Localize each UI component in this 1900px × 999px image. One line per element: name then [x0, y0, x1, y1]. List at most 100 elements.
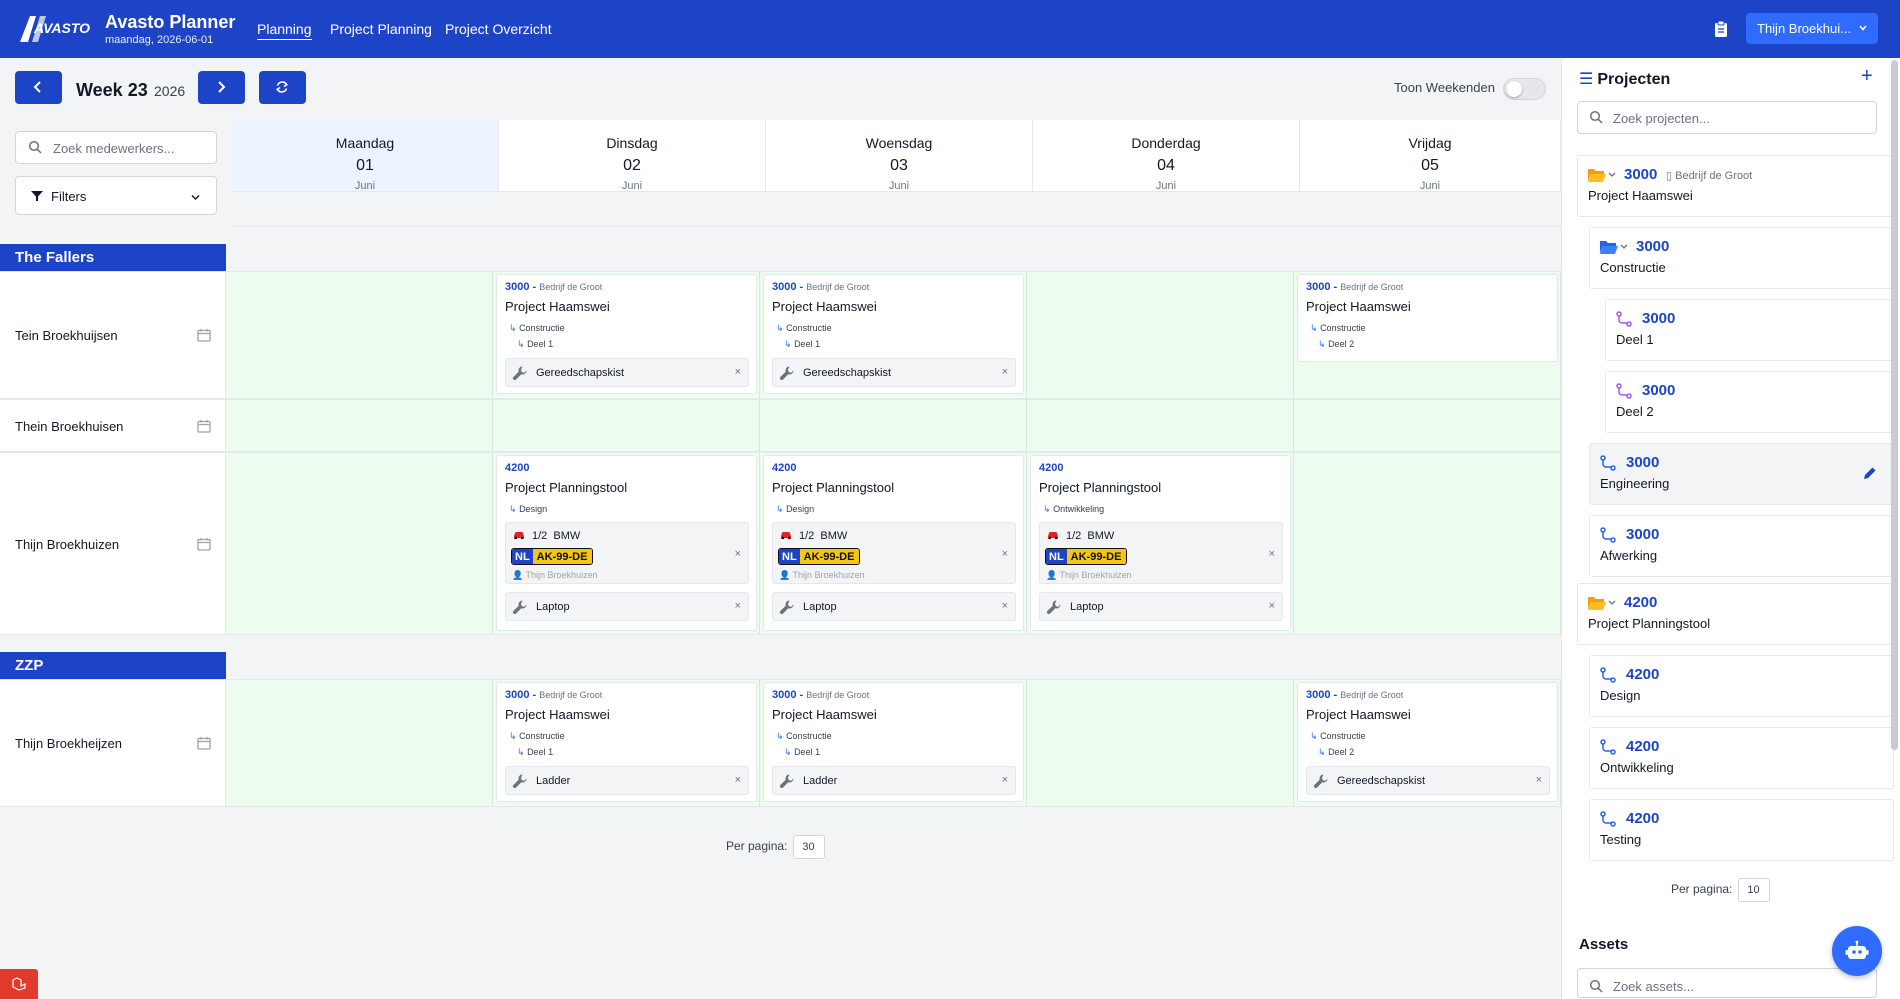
debug-toolbar-toggle[interactable]: [0, 969, 38, 999]
assignment-card[interactable]: 3000 - Bedrijf de Groot Project Haamswei…: [763, 682, 1024, 802]
day-cell[interactable]: 3000 - Bedrijf de Groot Project Haamswei…: [493, 680, 760, 806]
assignment-card[interactable]: 3000 - Bedrijf de Groot Project Haamswei…: [763, 274, 1024, 394]
tool-chip[interactable]: Gereedschapskist ×: [1306, 766, 1550, 795]
vehicle-chip[interactable]: 1/2 BMW NL AK-99-DE 👤 Thijn Broekhuizen ×: [772, 522, 1016, 584]
calendar-icon[interactable]: [197, 736, 211, 750]
remove-icon[interactable]: ×: [734, 366, 741, 378]
calendar-icon[interactable]: [197, 328, 211, 342]
remove-icon[interactable]: ×: [734, 600, 741, 612]
prev-week-button[interactable]: [15, 71, 62, 104]
day-cell[interactable]: 3000 - Bedrijf de Groot Project Haamswei…: [760, 680, 1027, 806]
phase-label: ↳ Constructie: [776, 323, 832, 333]
assignment-card[interactable]: 4200 Project Planningstool ↳ Ontwikkelin…: [1030, 455, 1291, 631]
day-cell[interactable]: [226, 272, 493, 398]
remove-icon[interactable]: ×: [1001, 366, 1008, 378]
assignment-card[interactable]: 3000 - Bedrijf de Groot Project Haamswei…: [496, 682, 757, 802]
remove-icon[interactable]: ×: [1268, 548, 1275, 560]
day-cell[interactable]: 3000 - Bedrijf de Groot Project Haamswei…: [1294, 272, 1561, 398]
day-cell[interactable]: [1294, 453, 1561, 634]
day-cell[interactable]: [226, 400, 493, 451]
day-cell[interactable]: [760, 400, 1027, 451]
remove-icon[interactable]: ×: [734, 548, 741, 560]
calendar-icon[interactable]: [197, 419, 211, 433]
day-cell[interactable]: 3000 - Bedrijf de Groot Project Haamswei…: [493, 272, 760, 398]
project-name: Project Haamswei: [505, 707, 610, 722]
vehicle-chip[interactable]: 1/2 BMW NL AK-99-DE 👤 Thijn Broekhuizen ×: [1039, 522, 1283, 584]
subphase-item[interactable]: 3000 Deel 2: [1605, 371, 1894, 433]
tool-chip[interactable]: Ladder ×: [772, 766, 1016, 795]
phase-item[interactable]: 3000 Afwerking: [1589, 515, 1894, 577]
remove-icon[interactable]: ×: [1268, 600, 1275, 612]
remove-icon[interactable]: ×: [1535, 774, 1542, 786]
phase-item[interactable]: 4200 Ontwikkeling: [1589, 727, 1894, 789]
tool-chip[interactable]: Gereedschapskist ×: [772, 358, 1016, 387]
per-page-select[interactable]: 10: [1738, 878, 1771, 902]
assets-title: Assets: [1579, 936, 1629, 953]
day-cell[interactable]: 4200 Project Planningstool ↳ Ontwikkelin…: [1027, 453, 1294, 634]
remove-icon[interactable]: ×: [1001, 600, 1008, 612]
nav-planning[interactable]: Planning: [257, 21, 312, 40]
filters-dropdown[interactable]: Filters: [15, 176, 217, 215]
day-cell[interactable]: [1027, 400, 1294, 451]
nav-project-planning[interactable]: Project Planning: [330, 21, 432, 37]
nav-project-overzicht[interactable]: Project Overzicht: [445, 21, 552, 37]
sidebar-scrollbar[interactable]: [1891, 60, 1898, 750]
day-name: Donderdag: [1131, 135, 1201, 151]
wrench-icon: [779, 366, 794, 381]
laravel-icon: [12, 977, 26, 991]
assignment-card[interactable]: 3000 - Bedrijf de Groot Project Haamswei…: [1297, 274, 1558, 362]
toggle-knob: [1506, 81, 1522, 97]
add-project-icon[interactable]: +: [1861, 65, 1873, 87]
remove-icon[interactable]: ×: [1001, 548, 1008, 560]
day-cell[interactable]: 4200 Project Planningstool ↳ Design 1/2 …: [760, 453, 1027, 634]
user-menu-button[interactable]: Thijn Broekhui...: [1746, 13, 1878, 44]
projects-title: ☰ Projecten: [1579, 71, 1671, 88]
assignment-card[interactable]: 3000 - Bedrijf de Groot Project Haamswei…: [1297, 682, 1558, 802]
calendar-icon[interactable]: [197, 537, 211, 551]
subphase-item[interactable]: 3000 Deel 1: [1605, 299, 1894, 361]
avasto-logo[interactable]: AVASTO: [20, 14, 96, 44]
tool-chip[interactable]: Laptop ×: [505, 592, 749, 621]
clipboard-icon[interactable]: [1713, 20, 1729, 38]
remove-icon[interactable]: ×: [1001, 774, 1008, 786]
project-name: Project Haamswei: [772, 299, 877, 314]
asset-search-input[interactable]: Zoek assets...: [1577, 968, 1877, 998]
project-search-input[interactable]: Zoek projecten...: [1577, 101, 1877, 134]
day-cell[interactable]: [1027, 680, 1294, 806]
assignment-card[interactable]: 4200 Project Planningstool ↳ Design 1/2 …: [496, 455, 757, 631]
employee-search-input[interactable]: Zoek medewerkers...: [15, 131, 217, 164]
project-item[interactable]: 4200 Project Planningstool: [1577, 583, 1894, 645]
refresh-button[interactable]: [259, 71, 306, 104]
folder-open-icon: [1600, 241, 1628, 254]
tool-chip[interactable]: Gereedschapskist ×: [505, 358, 749, 387]
tool-chip[interactable]: Ladder ×: [505, 766, 749, 795]
day-cell[interactable]: 4200 Project Planningstool ↳ Design 1/2 …: [493, 453, 760, 634]
assistant-chat-button[interactable]: [1832, 926, 1882, 976]
project-name: Project Haamswei: [1306, 299, 1411, 314]
phase-name: Constructie: [1600, 260, 1666, 275]
tool-chip[interactable]: Laptop ×: [772, 592, 1016, 621]
day-cell[interactable]: [493, 400, 760, 451]
day-cell[interactable]: [226, 453, 493, 634]
assignment-card[interactable]: 3000 - Bedrijf de Groot Project Haamswei…: [496, 274, 757, 394]
remove-icon[interactable]: ×: [734, 774, 741, 786]
day-cell[interactable]: 3000 - Bedrijf de Groot Project Haamswei…: [760, 272, 1027, 398]
per-page-select[interactable]: 30: [793, 835, 826, 859]
phase-item[interactable]: 4200 Testing: [1589, 799, 1894, 861]
tool-chip[interactable]: Laptop ×: [1039, 592, 1283, 621]
vehicle-chip[interactable]: 1/2 BMW NL AK-99-DE 👤 Thijn Broekhuizen ×: [505, 522, 749, 584]
license-plate: NL AK-99-DE: [1045, 548, 1128, 565]
day-cell[interactable]: [226, 680, 493, 806]
phase-item[interactable]: 4200 Design: [1589, 655, 1894, 717]
phase-item-selected[interactable]: 3000 Engineering: [1589, 443, 1894, 505]
phase-item[interactable]: 3000 Constructie: [1589, 227, 1894, 289]
day-cell[interactable]: 3000 - Bedrijf de Groot Project Haamswei…: [1294, 680, 1561, 806]
show-weekends-toggle[interactable]: [1503, 78, 1546, 100]
next-week-button[interactable]: [198, 71, 245, 104]
projects-pagination: Per pagina: 10: [1671, 878, 1771, 902]
project-item[interactable]: 3000 ▯ Bedrijf de Groot Project Haamswei: [1577, 155, 1894, 217]
day-cell[interactable]: [1294, 400, 1561, 451]
edit-icon[interactable]: [1863, 466, 1877, 480]
assignment-card[interactable]: 4200 Project Planningstool ↳ Design 1/2 …: [763, 455, 1024, 631]
day-cell[interactable]: [1027, 272, 1294, 398]
